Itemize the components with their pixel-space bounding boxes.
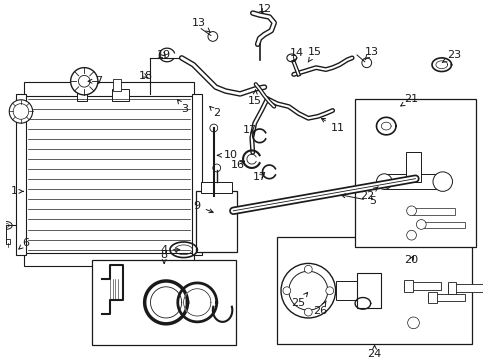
Circle shape <box>9 100 33 123</box>
Bar <box>111 89 129 101</box>
Circle shape <box>288 271 327 310</box>
Bar <box>427 292 436 303</box>
Bar <box>2 239 10 244</box>
Text: 1: 1 <box>11 186 23 196</box>
Text: 5: 5 <box>341 194 375 206</box>
Text: 4: 4 <box>160 245 180 255</box>
Bar <box>201 181 232 193</box>
Bar <box>354 99 475 247</box>
Text: 13: 13 <box>192 18 210 32</box>
Text: 14: 14 <box>289 48 303 61</box>
Circle shape <box>209 124 217 132</box>
Text: 25: 25 <box>291 293 307 309</box>
Text: 3: 3 <box>177 100 188 113</box>
Text: 2: 2 <box>209 107 220 118</box>
Text: 22: 22 <box>359 186 377 201</box>
Text: 20: 20 <box>404 255 418 265</box>
Bar <box>427 294 464 301</box>
Circle shape <box>304 308 311 316</box>
Text: 9: 9 <box>193 201 213 213</box>
Circle shape <box>13 104 29 119</box>
Bar <box>335 281 369 301</box>
Bar <box>447 284 484 292</box>
Circle shape <box>406 206 416 216</box>
Bar <box>24 94 194 255</box>
Text: 12: 12 <box>257 4 271 14</box>
Bar <box>405 152 421 181</box>
Text: 15: 15 <box>307 47 322 62</box>
Text: 24: 24 <box>366 345 381 359</box>
Bar <box>192 94 202 255</box>
Text: 17: 17 <box>243 125 256 135</box>
Text: 6: 6 <box>19 238 29 249</box>
Bar <box>411 208 454 215</box>
Circle shape <box>74 78 90 94</box>
Bar <box>16 94 26 255</box>
Circle shape <box>432 172 451 192</box>
Bar <box>447 282 455 294</box>
Circle shape <box>416 220 426 229</box>
Circle shape <box>407 317 419 329</box>
Text: 16: 16 <box>231 160 244 170</box>
Text: 13: 13 <box>364 47 378 60</box>
Bar <box>384 174 442 189</box>
Circle shape <box>304 265 311 273</box>
Text: 19: 19 <box>157 50 171 60</box>
Text: 26: 26 <box>312 301 326 316</box>
Bar <box>356 273 381 308</box>
Bar <box>196 192 237 252</box>
Circle shape <box>406 230 416 240</box>
Circle shape <box>70 68 98 95</box>
Circle shape <box>376 174 391 189</box>
Bar <box>24 82 194 96</box>
Bar <box>113 79 121 91</box>
Bar <box>421 221 464 228</box>
Text: 17: 17 <box>252 172 266 182</box>
Bar <box>277 237 471 344</box>
Circle shape <box>281 264 335 318</box>
Text: 7: 7 <box>88 76 102 86</box>
Circle shape <box>78 76 90 87</box>
Text: 21: 21 <box>400 94 418 106</box>
Bar <box>403 280 412 292</box>
Bar <box>77 93 87 101</box>
Circle shape <box>361 58 371 68</box>
Bar <box>92 260 236 345</box>
Text: 18: 18 <box>138 71 152 81</box>
Circle shape <box>325 287 333 294</box>
Text: 10: 10 <box>217 150 237 160</box>
Circle shape <box>207 32 217 41</box>
Text: 11: 11 <box>321 118 344 133</box>
Circle shape <box>212 164 220 172</box>
Text: 8: 8 <box>160 249 167 263</box>
Circle shape <box>283 287 290 294</box>
Text: 15: 15 <box>247 90 261 106</box>
Bar <box>24 253 194 266</box>
Text: 23: 23 <box>441 50 461 63</box>
Bar <box>403 282 440 290</box>
